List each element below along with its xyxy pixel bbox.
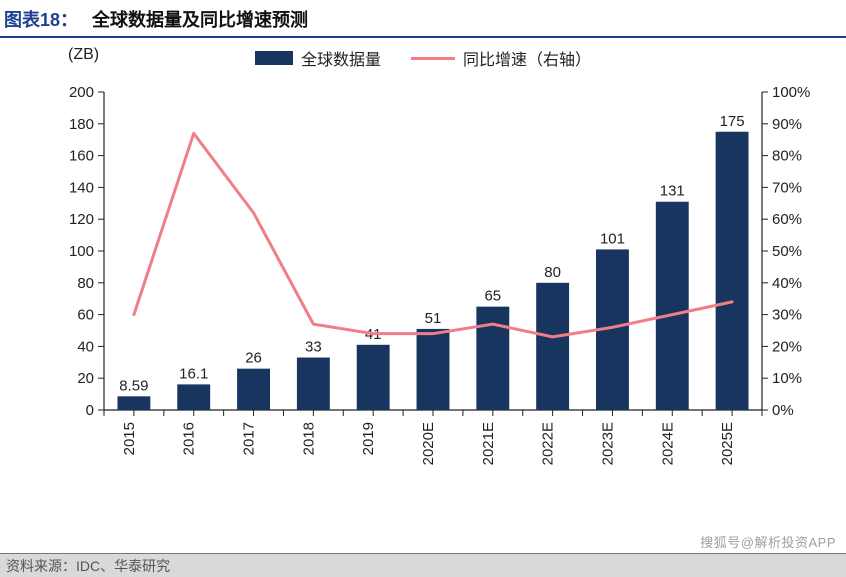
legend-line-label: 同比增速（右轴） — [463, 46, 591, 70]
y-right-tick: 40% — [772, 275, 802, 292]
bar — [656, 202, 689, 410]
legend-line-item: 同比增速（右轴） — [411, 46, 591, 70]
y-left-tick: 100 — [69, 243, 94, 260]
bar — [357, 345, 390, 410]
legend: 全球数据量 同比增速（右轴） — [0, 46, 846, 70]
y-left-tick: 120 — [69, 211, 94, 228]
y-left-tick: 0 — [86, 402, 94, 419]
x-category-label: 2018 — [300, 422, 317, 455]
bar-value-label: 131 — [660, 183, 685, 200]
bar-value-label: 8.59 — [119, 377, 148, 394]
bar — [237, 369, 270, 410]
growth-line — [134, 133, 732, 337]
bar — [177, 384, 210, 410]
y-right-tick: 80% — [772, 148, 802, 165]
y-right-tick: 30% — [772, 307, 802, 324]
x-category-label: 2022E — [540, 422, 557, 465]
legend-bar-label: 全球数据量 — [301, 46, 381, 70]
y-left-tick: 200 — [69, 84, 94, 101]
y-right-tick: 70% — [772, 179, 802, 196]
bar-value-label: 16.1 — [179, 365, 208, 382]
x-category-label: 2024E — [659, 422, 676, 465]
x-category-label: 2020E — [420, 422, 437, 465]
x-category-label: 2019 — [360, 422, 377, 455]
y-left-tick: 60 — [77, 307, 94, 324]
y-right-tick: 100% — [772, 84, 810, 101]
chart-index-label: 图表18： — [4, 6, 78, 32]
y-right-tick: 90% — [772, 116, 802, 133]
bar-value-label: 101 — [600, 230, 625, 247]
y-right-tick: 10% — [772, 370, 802, 387]
chart-title-row: 图表18： 全球数据量及同比增速预测 — [0, 0, 846, 38]
bar-value-label: 26 — [245, 350, 262, 367]
source-row: 资料来源： IDC、华泰研究 — [0, 553, 846, 577]
bar — [117, 396, 150, 410]
y-right-tick: 20% — [772, 338, 802, 355]
x-category-label: 2021E — [480, 422, 497, 465]
x-category-label: 2025E — [719, 422, 736, 465]
bar-value-label: 33 — [305, 339, 322, 356]
y-right-tick: 50% — [772, 243, 802, 260]
y-right-tick: 60% — [772, 211, 802, 228]
y-right-tick: 0% — [772, 402, 794, 419]
y-left-tick: 160 — [69, 148, 94, 165]
bar-value-label: 65 — [484, 288, 501, 305]
plot-svg: 0 20 40 60 80 100 120 140 160 180 200 0% 10% 20% 30% 40… — [24, 82, 822, 482]
legend-bar-swatch — [255, 51, 293, 65]
y-left-tick: 40 — [77, 338, 94, 355]
bar — [476, 307, 509, 410]
y-left-tick: 180 — [69, 116, 94, 133]
chart-container: (ZB) 全球数据量 同比增速（右轴） 02040608010012014016… — [0, 38, 846, 482]
bar — [297, 358, 330, 410]
bar-value-label: 80 — [544, 264, 561, 281]
source-prefix: 资料来源： — [6, 556, 76, 576]
y-left-tick: 20 — [77, 370, 94, 387]
bar-value-label: 51 — [425, 310, 442, 327]
bar — [716, 132, 749, 410]
watermark-text: 搜狐号@解析投资APP — [700, 532, 836, 551]
bar — [417, 329, 450, 410]
chart-title-text: 全球数据量及同比增速预测 — [92, 6, 308, 32]
legend-line-swatch — [411, 57, 455, 60]
bar — [536, 283, 569, 410]
source-text: IDC、华泰研究 — [76, 556, 170, 576]
plot-area: 0 20 40 60 80 100 120 140 160 180 200 0% 10% 20% 30% 40… — [24, 82, 822, 482]
bar-value-label: 175 — [720, 113, 745, 130]
y-left-tick: 140 — [69, 179, 94, 196]
x-category-label: 2016 — [181, 422, 198, 455]
legend-bar-item: 全球数据量 — [255, 46, 381, 70]
x-category-label: 2023E — [599, 422, 616, 465]
y-left-tick: 80 — [77, 275, 94, 292]
x-category-label: 2017 — [241, 422, 258, 455]
x-category-label: 2015 — [121, 422, 138, 455]
